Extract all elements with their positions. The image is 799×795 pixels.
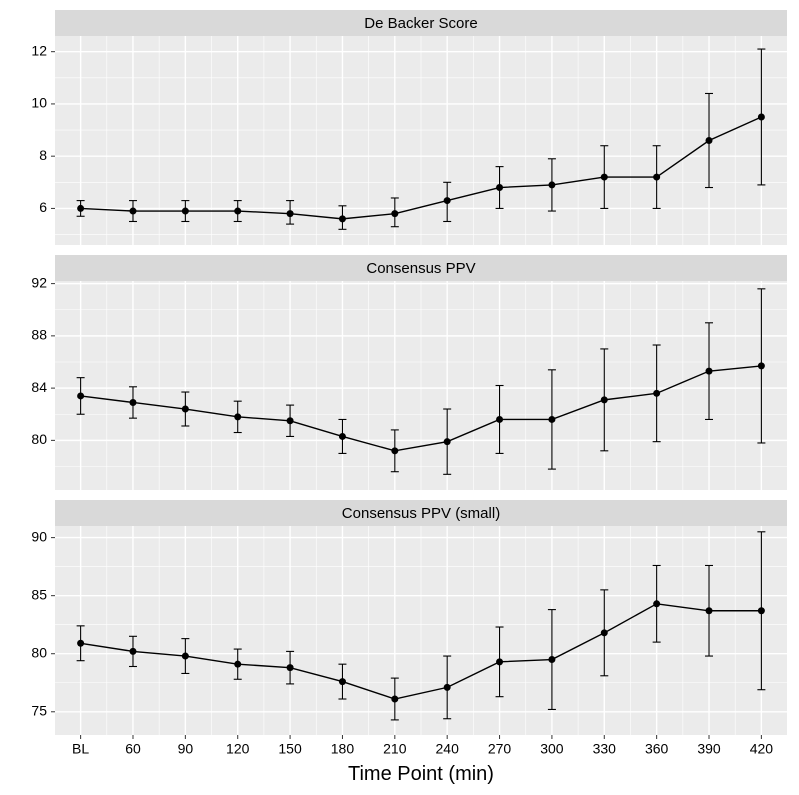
y-tick-label: 6 <box>39 199 47 215</box>
data-point <box>129 648 136 655</box>
facet-title: Consensus PPV <box>366 260 475 277</box>
data-point <box>653 390 660 397</box>
data-point <box>444 684 451 691</box>
x-tick-label: 90 <box>178 740 194 756</box>
data-point <box>391 210 398 217</box>
y-tick-label: 90 <box>31 528 47 544</box>
x-tick-label: 210 <box>383 740 407 756</box>
x-tick-label: 120 <box>226 740 250 756</box>
x-tick-label: 180 <box>331 740 355 756</box>
data-point <box>601 629 608 636</box>
y-tick-label: 80 <box>31 644 47 660</box>
y-tick-label: 84 <box>31 379 47 395</box>
y-tick-label: 8 <box>39 147 47 163</box>
y-tick-label: 85 <box>31 586 47 602</box>
data-point <box>444 438 451 445</box>
y-tick-label: 10 <box>31 95 47 111</box>
faceted-errorbar-chart: De Backer Score 6 8 10 12 Consensus PPV 80 84 88… <box>0 0 799 795</box>
data-point <box>391 696 398 703</box>
data-point <box>129 399 136 406</box>
data-point <box>182 208 189 215</box>
data-point <box>444 197 451 204</box>
data-point <box>758 607 765 614</box>
x-tick-label: 390 <box>697 740 721 756</box>
data-point <box>339 215 346 222</box>
y-tick-label: 92 <box>31 274 47 290</box>
data-point <box>234 661 241 668</box>
data-point <box>653 600 660 607</box>
data-point <box>182 653 189 660</box>
x-tick-label: 330 <box>593 740 617 756</box>
data-point <box>234 208 241 215</box>
data-point <box>548 656 555 663</box>
x-tick-label: 150 <box>278 740 302 756</box>
y-tick-label: 12 <box>31 42 47 58</box>
x-axis-label: Time Point (min) <box>348 763 494 785</box>
x-tick-label: 270 <box>488 740 512 756</box>
data-point <box>287 417 294 424</box>
data-point <box>77 640 84 647</box>
data-point <box>182 406 189 413</box>
data-point <box>706 607 713 614</box>
data-point <box>287 664 294 671</box>
data-point <box>287 210 294 217</box>
data-point <box>601 396 608 403</box>
data-point <box>548 181 555 188</box>
data-point <box>496 416 503 423</box>
x-tick-label: BL <box>72 740 89 756</box>
y-tick-label: 88 <box>31 327 47 343</box>
x-tick-label: 300 <box>540 740 564 756</box>
data-point <box>758 362 765 369</box>
x-tick-label: 240 <box>436 740 460 756</box>
facet-title: Consensus PPV (small) <box>342 505 500 522</box>
data-point <box>706 368 713 375</box>
data-point <box>653 174 660 181</box>
chart-svg: De Backer Score 6 8 10 12 Consensus PPV 80 84 88… <box>0 0 799 795</box>
data-point <box>496 184 503 191</box>
facet-title: De Backer Score <box>364 15 477 32</box>
x-tick-label: 360 <box>645 740 669 756</box>
data-point <box>339 678 346 685</box>
data-point <box>77 205 84 212</box>
y-tick-label: 80 <box>31 431 47 447</box>
x-tick-label: 420 <box>750 740 774 756</box>
x-tick-label: 60 <box>125 740 141 756</box>
data-point <box>758 113 765 120</box>
data-point <box>601 174 608 181</box>
data-point <box>339 433 346 440</box>
data-point <box>706 137 713 144</box>
y-tick-label: 75 <box>31 702 47 718</box>
data-point <box>77 392 84 399</box>
data-point <box>391 447 398 454</box>
data-point <box>234 413 241 420</box>
data-point <box>496 658 503 665</box>
data-point <box>129 208 136 215</box>
data-point <box>548 416 555 423</box>
